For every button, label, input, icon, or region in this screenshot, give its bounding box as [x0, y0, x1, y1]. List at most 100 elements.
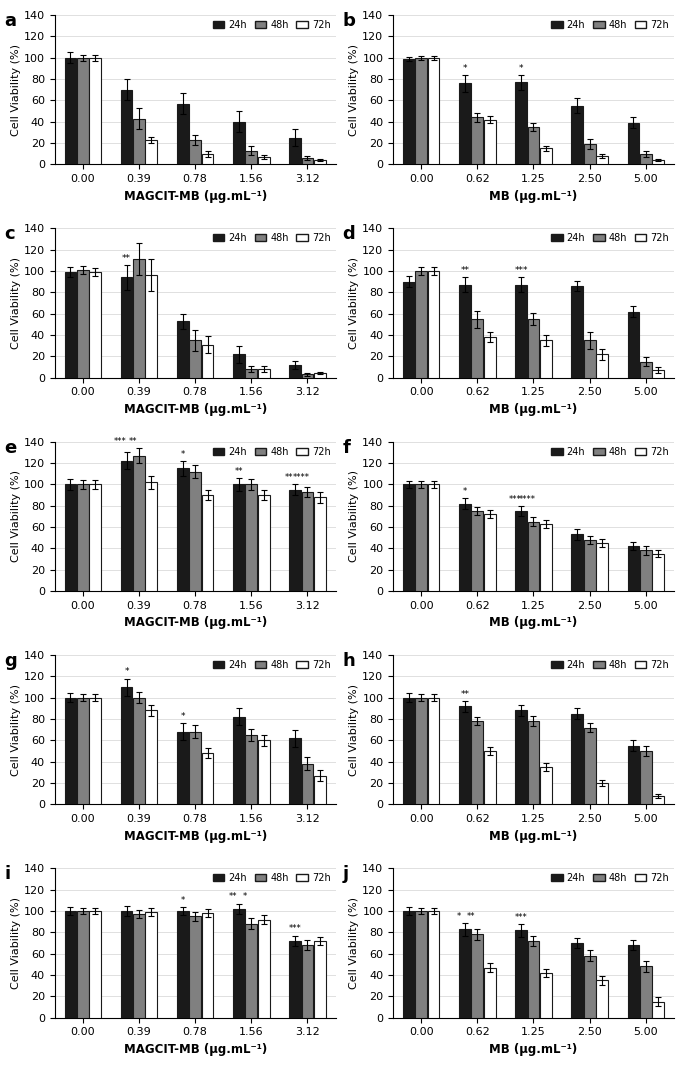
Bar — [245, 150, 257, 164]
Bar — [459, 83, 471, 164]
Bar — [627, 123, 639, 164]
Bar — [540, 340, 551, 378]
Text: *: * — [243, 892, 247, 902]
Bar — [627, 546, 639, 591]
Bar — [459, 285, 471, 378]
Bar — [652, 1002, 664, 1018]
Y-axis label: Cell Viability (%): Cell Viability (%) — [11, 897, 21, 989]
Bar — [289, 138, 301, 164]
Bar — [233, 354, 245, 378]
Bar — [177, 911, 188, 1018]
Text: *: * — [463, 488, 467, 496]
Text: e: e — [4, 439, 16, 457]
Bar — [201, 154, 213, 164]
Y-axis label: Cell Viability (%): Cell Viability (%) — [11, 257, 21, 349]
Bar — [89, 272, 101, 378]
Bar — [540, 973, 551, 1018]
Bar — [627, 945, 639, 1018]
Bar — [403, 484, 414, 591]
Bar — [527, 721, 539, 805]
Bar — [652, 796, 664, 805]
Legend: 24h, 48h, 72h: 24h, 48h, 72h — [212, 659, 331, 670]
Text: **: ** — [460, 689, 469, 699]
Bar — [77, 58, 88, 164]
Bar — [245, 484, 257, 591]
Legend: 24h, 48h, 72h: 24h, 48h, 72h — [212, 20, 331, 30]
Bar — [527, 522, 539, 591]
Text: g: g — [4, 652, 17, 670]
X-axis label: MAGCIT-MB (µg.mL⁻¹): MAGCIT-MB (µg.mL⁻¹) — [123, 190, 266, 203]
Bar — [177, 103, 188, 164]
Bar — [201, 495, 213, 591]
Bar — [415, 698, 427, 805]
Bar — [289, 941, 301, 1018]
Bar — [177, 732, 188, 805]
Bar — [314, 776, 325, 805]
Bar — [459, 706, 471, 805]
Text: **: ** — [285, 474, 293, 482]
Bar — [133, 118, 145, 164]
Bar — [471, 117, 483, 164]
Bar — [403, 911, 414, 1018]
Y-axis label: Cell Viability (%): Cell Viability (%) — [349, 257, 360, 349]
Bar — [258, 920, 269, 1018]
Bar — [233, 122, 245, 164]
Bar — [584, 144, 595, 164]
Bar — [415, 271, 427, 378]
Text: *: * — [181, 895, 185, 905]
Bar — [652, 160, 664, 164]
Bar — [571, 286, 583, 378]
Bar — [471, 511, 483, 591]
X-axis label: MB (µg.mL⁻¹): MB (µg.mL⁻¹) — [489, 617, 577, 630]
Bar — [233, 717, 245, 805]
Bar — [640, 751, 651, 805]
Bar — [289, 490, 301, 591]
Bar — [89, 698, 101, 805]
Text: ****: **** — [292, 474, 310, 482]
Legend: 24h, 48h, 72h: 24h, 48h, 72h — [551, 447, 669, 457]
Text: *: * — [462, 64, 467, 73]
Bar — [427, 484, 439, 591]
Text: *: * — [519, 64, 523, 73]
Bar — [258, 740, 269, 805]
Bar — [596, 543, 608, 591]
Legend: 24h, 48h, 72h: 24h, 48h, 72h — [551, 873, 669, 883]
Text: **: ** — [129, 437, 137, 446]
Bar — [64, 484, 76, 591]
Bar — [77, 484, 88, 591]
Bar — [89, 58, 101, 164]
Bar — [459, 929, 471, 1018]
Bar — [145, 912, 157, 1018]
Bar — [596, 981, 608, 1018]
Bar — [121, 461, 132, 591]
Bar — [527, 127, 539, 164]
Bar — [403, 282, 414, 378]
Text: **: ** — [467, 911, 475, 921]
Text: ***: *** — [289, 924, 301, 934]
Legend: 24h, 48h, 72h: 24h, 48h, 72h — [551, 20, 669, 30]
Y-axis label: Cell Viability (%): Cell Viability (%) — [349, 897, 360, 989]
Bar — [301, 158, 313, 164]
Bar — [145, 482, 157, 591]
Bar — [201, 753, 213, 805]
Text: j: j — [342, 865, 349, 883]
Bar — [515, 285, 527, 378]
Y-axis label: Cell Viability (%): Cell Viability (%) — [11, 471, 21, 562]
Legend: 24h, 48h, 72h: 24h, 48h, 72h — [212, 234, 331, 243]
Bar — [627, 312, 639, 378]
Bar — [415, 911, 427, 1018]
Bar — [89, 484, 101, 591]
Bar — [189, 140, 201, 164]
Bar — [627, 746, 639, 805]
Bar — [640, 154, 651, 164]
Text: ***: *** — [508, 495, 521, 504]
Bar — [640, 551, 651, 591]
X-axis label: MB (µg.mL⁻¹): MB (µg.mL⁻¹) — [489, 190, 577, 203]
Bar — [484, 968, 495, 1018]
X-axis label: MAGCIT-MB (µg.mL⁻¹): MAGCIT-MB (µg.mL⁻¹) — [123, 829, 266, 843]
Bar — [189, 732, 201, 805]
Text: b: b — [342, 12, 356, 30]
Text: ***: *** — [514, 912, 527, 922]
Text: **: ** — [460, 267, 469, 275]
Bar — [484, 751, 495, 805]
